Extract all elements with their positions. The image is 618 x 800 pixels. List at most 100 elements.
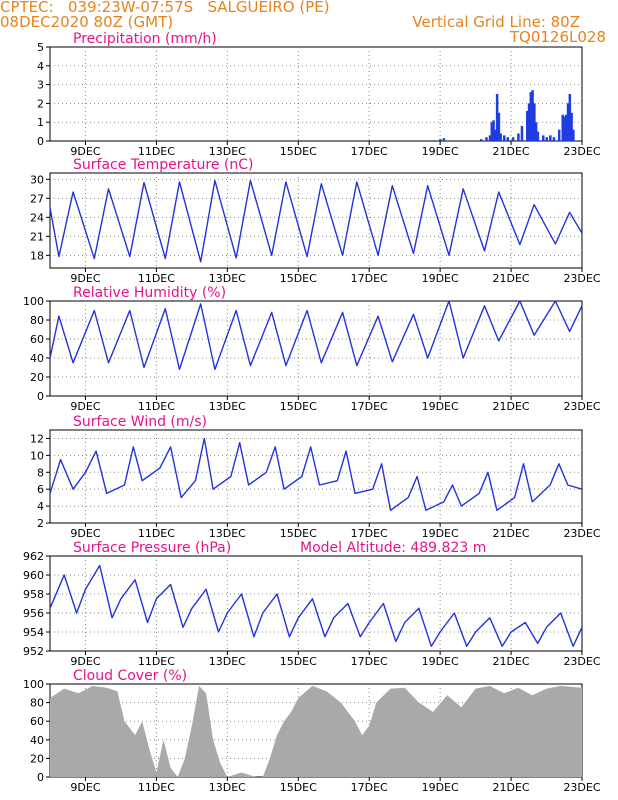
panel-frame [49,172,583,269]
precip-bar [517,133,520,141]
precip-bar [568,94,572,141]
precip-bar [531,90,534,141]
series-line [49,179,583,263]
y-tick-label: 5 [37,41,44,54]
precip-bar [485,137,488,141]
panel-frame [49,429,583,524]
x-tick-label: 15DEC [280,145,317,158]
x-tick-label: 19DEC [422,400,459,413]
y-tick-label: 2 [37,517,44,530]
x-tick-label: 21DEC [493,527,530,540]
x-tick-label: 11DEC [138,527,175,540]
precip-bar [494,129,497,141]
precip-bar [561,114,564,141]
y-tick-label: 60 [30,715,44,728]
x-tick-label: 19DEC [422,781,459,794]
y-tick-label: 4 [37,60,44,73]
precip-bar [479,139,483,141]
y-tick-label: 24 [30,211,44,224]
y-tick-label: 30 [30,173,44,186]
precip-bar [492,120,495,141]
series-line [49,437,583,511]
panel-annotation: Model Altitude: 489.823 m [300,540,486,556]
y-tick-label: 100 [23,295,44,308]
y-tick-label: 960 [23,569,44,582]
precip-bar [497,112,501,141]
precip-bar [511,137,515,141]
precip-bar [527,103,531,141]
x-tick-label: 15DEC [280,272,317,285]
x-tick-label: 19DEC [422,272,459,285]
y-tick-label: 0 [37,771,44,784]
y-tick-label: 20 [30,371,44,384]
x-tick-label: 17DEC [351,145,388,158]
y-tick-label: 60 [30,333,44,346]
y-tick-label: 100 [23,678,44,691]
x-tick-label: 9DEC [70,400,100,413]
precip-bar [502,135,506,141]
x-tick-label: 11DEC [138,655,175,668]
panel-title: Surface Wind (m/s) [73,414,207,430]
x-tick-label: 11DEC [138,272,175,285]
precip-bar [490,122,494,141]
x-tick-label: 21DEC [493,655,530,668]
x-tick-label: 9DEC [70,655,100,668]
y-tick-label: 952 [23,645,44,658]
x-tick-label: 13DEC [209,655,246,668]
panel-frame [49,555,583,652]
y-tick-label: 12 [30,432,44,445]
y-tick-label: 954 [23,626,44,639]
x-tick-label: 9DEC [70,781,100,794]
series-line [49,300,583,371]
y-tick-label: 10 [30,449,44,462]
x-tick-label: 19DEC [422,527,459,540]
y-tick-label: 958 [23,588,44,601]
x-tick-label: 11DEC [138,145,175,158]
y-tick-label: 27 [30,192,44,205]
x-tick-label: 23DEC [563,655,600,668]
x-tick-label: 11DEC [138,781,175,794]
header-run-date: 08DEC2020 80Z (GMT) [0,13,174,31]
x-tick-label: 23DEC [563,145,600,158]
precip-bar [570,112,573,141]
x-tick-label: 17DEC [351,781,388,794]
x-tick-label: 23DEC [563,400,600,413]
precip-bar [536,131,540,141]
x-tick-label: 21DEC [493,272,530,285]
precip-bar [529,92,533,141]
x-tick-label: 11DEC [138,400,175,413]
x-tick-label: 17DEC [351,527,388,540]
x-tick-label: 13DEC [209,145,246,158]
x-tick-label: 19DEC [422,145,459,158]
precip-bar [526,110,529,141]
precip-bar [534,122,538,141]
x-tick-label: 23DEC [563,781,600,794]
y-tick-label: 8 [37,466,44,479]
x-tick-label: 17DEC [351,655,388,668]
y-tick-label: 956 [23,607,44,620]
y-tick-label: 0 [37,135,44,148]
x-tick-label: 17DEC [351,400,388,413]
y-tick-label: 6 [37,483,44,496]
y-tick-label: 1 [37,116,44,129]
precip-bar [506,137,510,141]
x-tick-label: 21DEC [493,781,530,794]
x-tick-label: 9DEC [70,145,100,158]
x-tick-label: 19DEC [422,655,459,668]
x-tick-label: 9DEC [70,272,100,285]
y-tick-label: 40 [30,734,44,747]
y-tick-label: 20 [30,752,44,765]
y-tick-label: 2 [37,97,44,110]
x-tick-label: 21DEC [493,145,530,158]
precip-bar [488,135,492,141]
precip-bar [566,103,570,141]
precip-bar [533,103,536,141]
y-tick-label: 0 [37,390,44,403]
y-tick-label: 40 [30,352,44,365]
panel-title: Cloud Cover (%) [73,668,187,684]
x-tick-label: 15DEC [280,527,317,540]
x-tick-label: 21DEC [493,400,530,413]
header-station: CPTEC: 039:23W-07:57S SALGUEIRO (PE) [0,0,330,16]
precip-bar [541,135,545,141]
